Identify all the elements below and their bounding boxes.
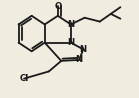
Text: O: O (54, 2, 61, 11)
Text: N: N (67, 20, 75, 29)
Text: Cl: Cl (19, 74, 29, 83)
Text: N: N (80, 45, 87, 54)
Text: N: N (67, 38, 75, 47)
Text: N: N (76, 55, 83, 64)
